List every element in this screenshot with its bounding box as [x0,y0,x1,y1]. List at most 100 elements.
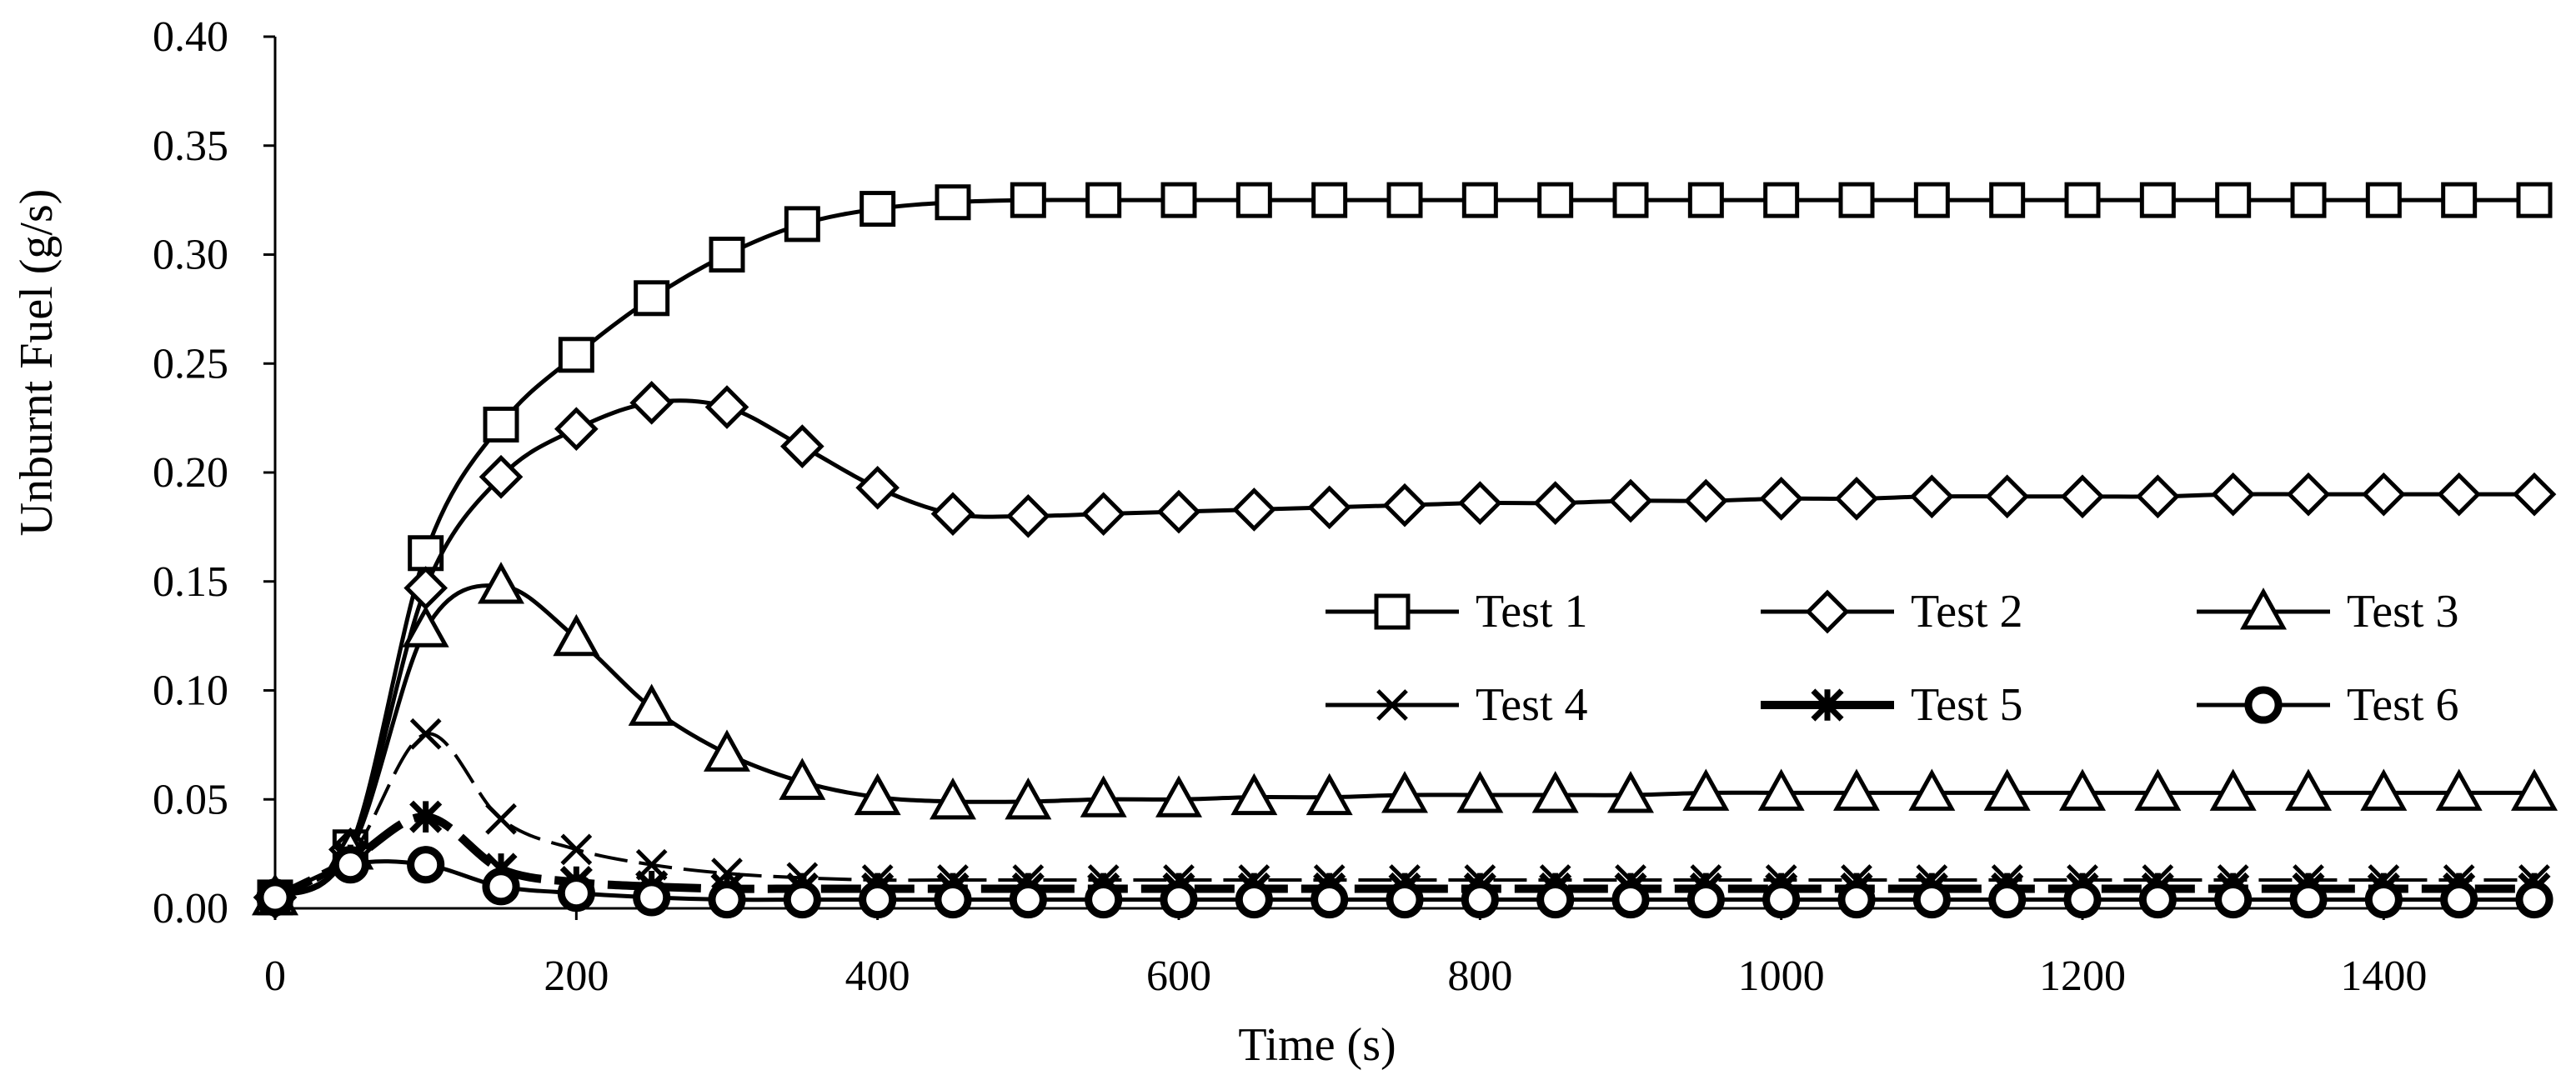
data-point-diamond [1307,485,1352,530]
data-point-circle [633,878,671,917]
data-point-circle [859,880,897,919]
series-line [273,398,2534,900]
data-point-diamond [704,385,749,429]
data-point-circle [2214,880,2253,919]
data-point-circle [934,880,972,919]
data-point-x [409,718,442,750]
data-point-square [1160,182,1197,218]
data-point-circle [1611,880,1650,919]
data-point-square [2516,182,2553,218]
legend-item-test-1: Test 1 [1326,586,1588,638]
data-point-square [558,337,594,373]
data-point-square [1010,182,1046,218]
data-point-diamond [1382,482,1427,528]
data-point-square [935,184,971,221]
legend-marker-diamond [1805,589,1850,634]
data-point-star [409,800,443,833]
data-point-square [709,237,745,272]
data-point-triangle [1306,772,1353,816]
data-point-diamond [2437,472,2482,517]
data-point-circle [1988,880,2027,919]
data-point-circle [783,880,821,919]
legend-label: Test 1 [1476,586,1588,638]
data-point-square [1838,182,1875,218]
data-point-triangle [402,605,449,648]
data-point-square [2441,182,2478,218]
data-point-triangle [1155,775,1202,818]
data-point-diamond [779,424,824,468]
data-point-triangle [1908,768,1956,811]
data-point-triangle [1080,775,1127,818]
data-point-diamond [479,454,524,499]
data-point-square [2290,182,2327,218]
data-point-diamond [1683,478,1728,523]
data-point-triangle [1456,771,1504,813]
legend-label: Test 6 [2347,679,2459,731]
data-point-triangle [553,613,600,657]
data-point-square [860,191,896,228]
data-point-circle [1536,880,1575,919]
data-point-circle [1762,880,1801,919]
data-point-circle [557,874,595,912]
y-tick-label: 0.10 [153,668,228,715]
data-point-diamond [2361,472,2406,517]
data-point-square [483,406,519,442]
data-point-diamond [1759,477,1804,521]
x-tick-label: 400 [845,952,910,1000]
data-point-square [2365,182,2402,218]
legend-label: Test 2 [1911,586,2023,638]
y-tick-label: 0.00 [153,885,228,932]
data-point-circle [482,868,520,906]
data-point-diamond [1608,478,1653,523]
data-point-circle [1235,880,1273,919]
data-point-square [1461,182,1498,218]
data-point-diamond [1909,474,1954,519]
data-point-triangle [2285,768,2332,811]
data-point-square [2139,182,2176,218]
data-point-square [1386,182,1423,218]
data-point-diamond [1457,481,1502,525]
data-point-diamond [629,380,674,425]
data-point-square [634,280,670,317]
data-point-triangle [1531,771,1579,813]
legend-label: Test 5 [1911,679,2023,731]
data-point-circle [1160,880,1198,919]
data-point-circle [2138,880,2177,919]
legend-marker-square [1374,593,1411,630]
data-point-triangle [1983,768,2031,811]
data-point-triangle [2360,768,2408,811]
data-point-triangle [1607,771,1654,813]
y-tick-label: 0.35 [153,122,228,170]
data-point-circle [331,846,369,884]
x-tick-label: 200 [544,952,609,1000]
data-point-diamond [2286,472,2331,517]
legend-item-test-4: Test 4 [1326,679,1588,731]
data-point-diamond [930,492,975,537]
data-point-triangle [2134,768,2182,811]
data-point-triangle [1833,768,1880,811]
data-point-square [1913,182,1950,218]
data-point-square [2215,182,2252,218]
x-tick-label: 0 [264,952,286,1000]
data-point-diamond [1985,474,2030,519]
legend-label: Test 3 [2347,586,2459,638]
legend-marker-star [1811,688,1844,722]
data-point-square [1687,182,1724,218]
data-point-diamond [2060,474,2105,519]
legend-item-test-2: Test 2 [1761,586,2023,638]
marker-stroke [409,718,442,750]
marker-stroke [560,833,593,866]
data-point-diamond [1081,492,1126,537]
legend-marker-circle [2244,686,2283,724]
axes: 0.00 0.05 0.10 0.15 0.20 0.25 0.30 0.35 0.40 0 200… [153,13,2534,1000]
legend-marker-x [1376,689,1408,721]
y-tick-label: 0.40 [153,13,228,61]
data-point-diamond [1231,488,1276,532]
x-axis-title: Time (s) [1238,1019,1396,1071]
data-point-triangle [779,758,826,800]
data-point-circle [1686,880,1725,919]
data-point-triangle [2059,768,2106,811]
y-tick-label: 0.15 [153,558,228,606]
marker-stroke [485,802,517,835]
data-point-diamond [855,465,900,510]
